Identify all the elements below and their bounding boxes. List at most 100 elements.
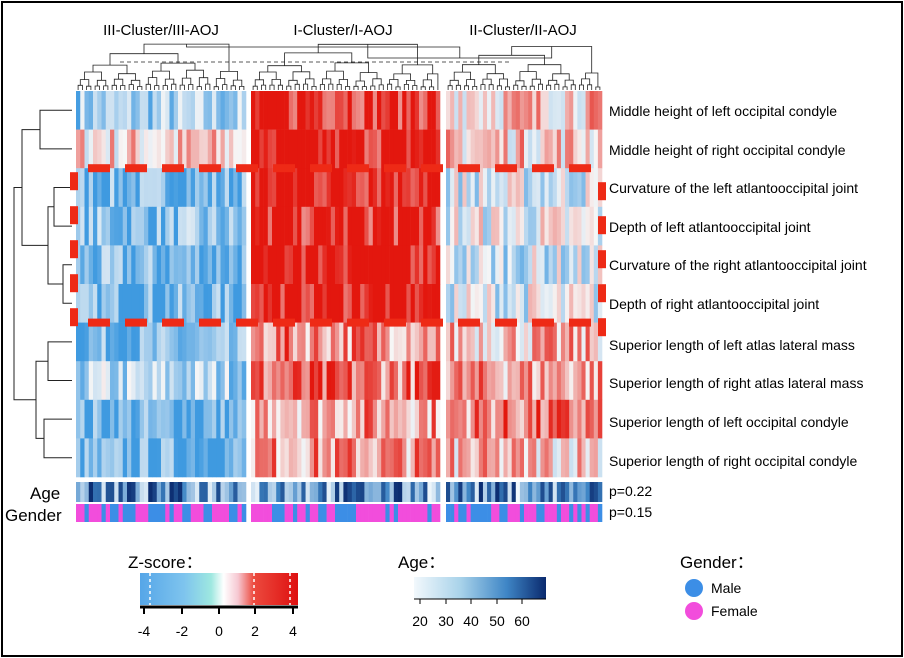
heatmap-cell <box>127 206 132 246</box>
heatmap-cell <box>203 168 209 208</box>
heatmap-cell <box>389 399 395 439</box>
heatmap-cell <box>372 245 378 285</box>
dendrogram-branch <box>162 85 168 90</box>
heatmap-cell <box>148 399 153 439</box>
gender-cell <box>186 504 192 522</box>
heatmap-cell <box>597 284 603 323</box>
heatmap-cell <box>556 322 562 362</box>
highlight-dash <box>273 318 295 327</box>
dendrogram-branch <box>188 84 194 90</box>
heatmap-cell <box>577 438 582 478</box>
heatmap-cell <box>224 91 230 130</box>
heatmap-cell <box>326 206 332 246</box>
heatmap-cell <box>276 168 281 208</box>
heatmap-cell <box>122 399 128 439</box>
heatmap-cell <box>144 361 149 401</box>
heatmap-cell <box>229 206 234 246</box>
heatmap-cell <box>148 245 153 285</box>
heatmap-cell <box>280 91 285 130</box>
heatmap-cell <box>139 438 145 478</box>
age-cell <box>519 482 525 502</box>
heatmap-cell <box>339 91 344 130</box>
heatmap-cell <box>114 361 119 401</box>
heatmap-cell <box>301 245 306 285</box>
heatmap-cell <box>536 284 541 323</box>
gender-cell <box>101 504 107 522</box>
heatmap-cell <box>288 129 294 169</box>
heatmap-cell <box>528 206 533 246</box>
heatmap-cell <box>76 399 81 439</box>
heatmap-cell <box>364 245 369 285</box>
heatmap-cell <box>466 322 471 362</box>
heatmap-cell <box>466 399 471 439</box>
heatmap-cell <box>88 91 94 130</box>
heatmap-cell <box>263 129 269 169</box>
heatmap-cell <box>540 438 545 478</box>
heatmap-cell <box>347 361 353 401</box>
gender-cell <box>241 504 247 522</box>
age-cell <box>381 482 386 502</box>
dendrogram-branch <box>198 77 209 87</box>
age-cell <box>491 482 496 502</box>
age-cell <box>88 482 94 502</box>
gender-cell <box>139 504 145 522</box>
heatmap-cell <box>450 284 455 323</box>
heatmap-cell <box>364 91 369 130</box>
heatmap-cell <box>93 322 98 362</box>
zscore-tick: 2 <box>251 623 259 639</box>
heatmap-cell <box>406 361 411 401</box>
heatmap-cell <box>499 322 504 362</box>
heatmap-cell <box>272 438 277 478</box>
heatmap-cell <box>552 438 558 478</box>
heatmap-cell <box>377 245 382 285</box>
age-cell <box>139 482 145 502</box>
age-cell <box>377 482 382 502</box>
heatmap-cell <box>474 284 480 323</box>
heatmap-cell <box>402 91 407 130</box>
heatmap-cell <box>577 361 582 401</box>
heatmap-cell <box>556 399 562 439</box>
age-cell <box>190 482 196 502</box>
age-cell <box>360 482 365 502</box>
heatmap-cell <box>585 399 590 439</box>
heatmap-cell <box>284 399 290 439</box>
heatmap-cell <box>207 284 213 323</box>
heatmap-cell <box>144 399 149 439</box>
heatmap-cell <box>224 206 230 246</box>
heatmap-cell <box>276 284 281 323</box>
gender-cell <box>330 504 336 522</box>
heatmap-cell <box>139 129 145 169</box>
age-cell <box>495 482 500 502</box>
dendrogram-branch <box>336 84 342 90</box>
heatmap-cell <box>431 91 437 130</box>
dendrogram-branch <box>564 79 574 87</box>
heatmap-cell <box>478 399 484 439</box>
heatmap-cell <box>335 284 340 323</box>
heatmap-cell <box>470 91 476 130</box>
heatmap-cell <box>446 399 451 439</box>
heatmap-cell <box>360 245 365 285</box>
heatmap-cell <box>297 399 302 439</box>
heatmap-cell <box>293 91 298 130</box>
heatmap-cell <box>195 168 200 208</box>
heatmap-cell <box>105 322 111 362</box>
heatmap-cell <box>398 245 403 285</box>
heatmap-cell <box>161 91 166 130</box>
highlight-dash <box>495 164 517 173</box>
age-cell <box>593 482 599 502</box>
heatmap-cell <box>511 322 517 362</box>
heatmap-cell <box>560 245 566 285</box>
heatmap-cell <box>272 361 277 401</box>
heatmap-cell <box>122 361 128 401</box>
heatmap-cell <box>251 399 256 439</box>
heatmap-cell <box>372 438 378 478</box>
gender-cell <box>199 504 204 522</box>
heatmap-cell <box>381 322 386 362</box>
gender-cell <box>118 504 124 522</box>
heatmap-cell <box>343 361 348 401</box>
highlight-dash <box>88 164 110 173</box>
heatmap-cell <box>259 322 264 362</box>
gender-track-label: Gender <box>5 506 62 525</box>
heatmap-cell <box>507 129 512 169</box>
heatmap-cell <box>88 245 94 285</box>
